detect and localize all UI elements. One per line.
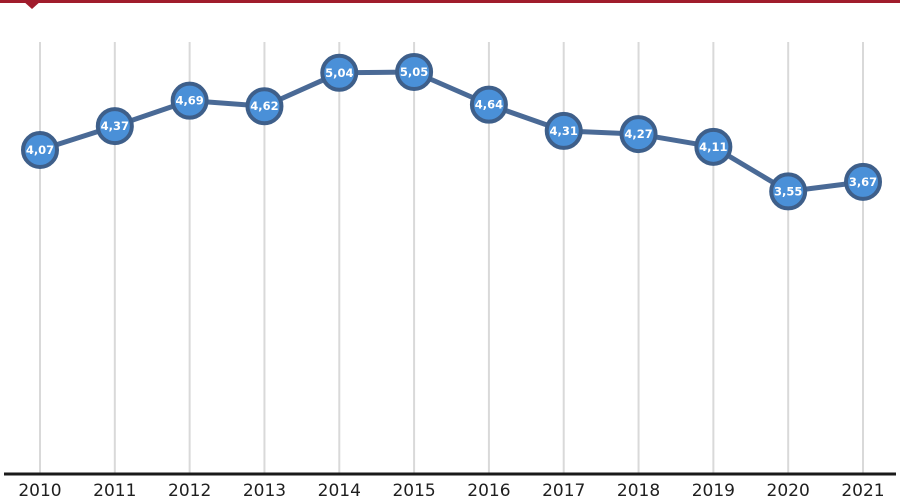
- point-value-label: 3,55: [774, 184, 802, 198]
- x-tick-label-2013: 2013: [243, 481, 286, 501]
- accent-notch: [22, 0, 42, 9]
- point-value-label: 4,37: [101, 119, 129, 133]
- x-tick-label-2020: 2020: [767, 481, 810, 501]
- point-value-label: 4,31: [550, 124, 578, 138]
- point-marker: [320, 53, 359, 92]
- top-accent-bar: [0, 0, 900, 9]
- data-points: 4,07 4,37 4,69 4,62 5,04 5,05 4,64 4,31 4,27 4,11…: [21, 53, 882, 211]
- data-point-2018: 4,27: [619, 115, 658, 154]
- point-value-label: 4,07: [26, 143, 54, 157]
- data-point-2016: 4,64: [469, 85, 508, 124]
- data-point-2021: 3,67: [844, 162, 882, 201]
- gridlines: [39, 42, 864, 474]
- point-value-label: 4,69: [175, 94, 203, 108]
- point-value-label: 4,11: [699, 140, 727, 154]
- x-tick-label-2012: 2012: [168, 481, 211, 501]
- x-tick-label-2011: 2011: [93, 481, 136, 501]
- point-value-label: 4,64: [475, 98, 503, 112]
- data-point-2010: 4,07: [21, 131, 59, 169]
- data-point-2015: 5,05: [395, 53, 434, 91]
- point-marker: [170, 81, 209, 120]
- point-value-label: 3,67: [849, 175, 877, 189]
- point-marker: [694, 127, 733, 166]
- x-tick-label-2016: 2016: [467, 481, 510, 501]
- point-marker: [245, 87, 284, 126]
- x-tick-label-2021: 2021: [841, 481, 884, 501]
- data-point-2011: 4,37: [95, 107, 134, 146]
- series-polyline: [37, 69, 866, 194]
- point-value-label: 4,27: [624, 127, 652, 141]
- x-tick-label-2017: 2017: [542, 481, 585, 501]
- point-value-label: 5,04: [325, 66, 353, 80]
- point-marker: [21, 131, 59, 169]
- point-marker: [544, 111, 583, 150]
- point-marker: [619, 115, 658, 154]
- data-point-2012: 4,69: [170, 81, 209, 120]
- point-value-label: 4,62: [250, 99, 278, 113]
- x-tick-label-2010: 2010: [18, 481, 61, 501]
- data-point-2020: 3,55: [769, 172, 808, 211]
- x-tick-label-2015: 2015: [392, 481, 435, 501]
- point-marker: [769, 172, 808, 211]
- data-point-2014: 5,04: [320, 53, 359, 92]
- data-point-2017: 4,31: [544, 111, 583, 150]
- point-marker: [95, 107, 134, 146]
- point-marker: [469, 85, 508, 124]
- point-marker: [844, 162, 882, 201]
- x-tick-label-2014: 2014: [318, 481, 361, 501]
- point-value-label: 5,05: [400, 65, 428, 79]
- accent-line: [0, 0, 900, 3]
- data-point-2013: 4,62: [245, 87, 284, 126]
- data-point-2019: 4,11: [694, 127, 733, 166]
- series-line: [37, 69, 866, 194]
- x-tick-label-2018: 2018: [617, 481, 660, 501]
- point-marker: [395, 53, 434, 91]
- x-tick-labels: 2010 2011 2012 2013 2014 2015 2016 2017 2018 2019…: [18, 481, 884, 501]
- x-tick-label-2019: 2019: [692, 481, 735, 501]
